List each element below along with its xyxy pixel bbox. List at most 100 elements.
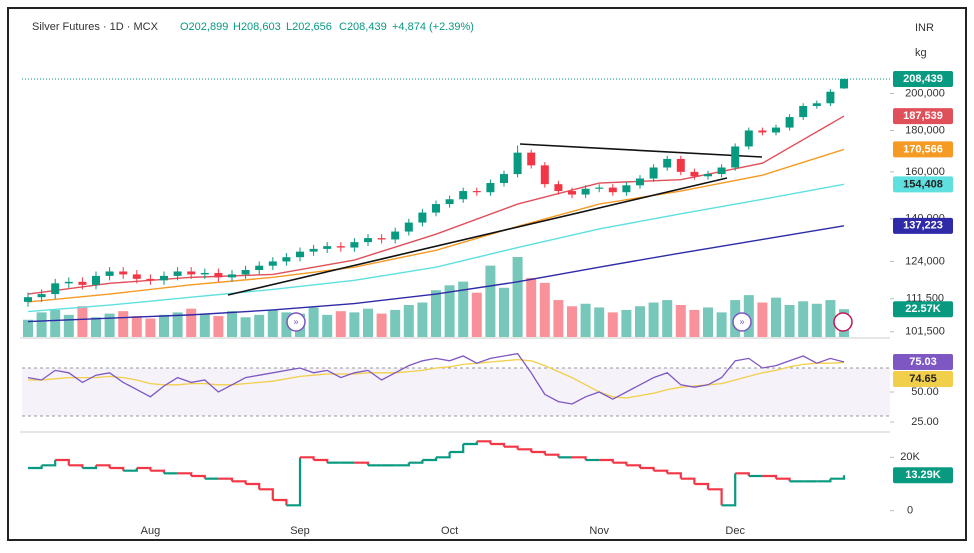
candle-body <box>500 174 508 184</box>
volume-bar <box>703 307 713 337</box>
candle-body <box>432 204 440 213</box>
candle-body <box>744 130 753 147</box>
volume-bar <box>662 300 673 337</box>
header-value: L202,656 <box>286 21 332 33</box>
candle-body <box>663 158 672 168</box>
oscillator-step <box>708 488 723 506</box>
svg-text:»: » <box>739 316 744 326</box>
volume-bar <box>390 309 401 337</box>
volume-bar <box>675 305 686 337</box>
volume-bar <box>145 318 156 337</box>
volume-bar <box>281 312 292 337</box>
candle-body <box>649 167 658 179</box>
volume-bar <box>621 309 632 337</box>
candle-body <box>404 222 413 232</box>
volume-bar <box>798 301 809 337</box>
volume-bar <box>431 290 441 337</box>
candle-body <box>622 185 631 193</box>
volume-bar <box>131 316 142 337</box>
moving-average <box>27 183 845 313</box>
candle-body <box>241 270 250 275</box>
candle-body <box>323 246 332 249</box>
event-icon[interactable]: » <box>732 312 752 332</box>
volume-bar <box>254 314 265 337</box>
overlays <box>22 78 894 417</box>
y-tick-label: 124,000 <box>905 255 945 267</box>
volume-bar <box>471 292 482 337</box>
candle-body <box>717 167 726 175</box>
candle-body <box>200 272 209 275</box>
oscillator-step <box>830 475 846 480</box>
oscillator-step <box>667 472 682 479</box>
y-tick-label: 180,000 <box>905 124 945 136</box>
volume-bar <box>267 309 278 337</box>
candle-body <box>772 127 780 133</box>
candle-body <box>377 238 386 240</box>
volume-bar <box>512 257 523 337</box>
rsi-tag: 75.03 <box>909 356 937 368</box>
candle-body <box>92 275 100 285</box>
candle-body <box>350 242 359 248</box>
oscillator-step <box>721 473 737 507</box>
rsi-tag-bg <box>893 353 953 370</box>
volume-bar <box>199 313 210 337</box>
volume-bar <box>594 307 605 337</box>
volume-bar <box>689 309 700 337</box>
candle-body <box>146 278 155 281</box>
rsi-ma-tag: 74.65 <box>909 373 937 385</box>
candle-body <box>540 165 549 185</box>
header-value: O202,899 <box>180 21 228 33</box>
event-icon[interactable]: » <box>286 312 306 332</box>
oscillator-step <box>286 457 302 507</box>
rsi-band <box>22 368 890 416</box>
volume-bar <box>50 309 61 337</box>
y-tick-label: 0 <box>907 505 913 517</box>
oscillator-step <box>272 498 288 506</box>
volume-bar <box>811 303 822 337</box>
candle-body <box>119 271 128 275</box>
y-tick-label: 200,000 <box>905 87 945 99</box>
candle-body <box>704 174 712 177</box>
candle-body <box>336 246 345 248</box>
event-icon[interactable] <box>833 312 853 332</box>
candle-body <box>268 261 277 266</box>
header-value: C208,439 <box>339 21 387 33</box>
candle-body <box>160 275 168 281</box>
candle-body <box>445 199 454 205</box>
volume-bar <box>444 285 455 337</box>
y-tick-label: 25.00 <box>911 416 939 428</box>
candle-body <box>24 297 32 302</box>
volume-bar <box>91 317 101 337</box>
ma-tag-bg <box>893 217 953 234</box>
candle-body <box>364 238 372 243</box>
y-tick-label: 20K <box>900 451 920 463</box>
header-value: +4,874 (+2.39%) <box>392 21 474 33</box>
oscillator-step <box>245 482 261 490</box>
ma-tag: 170,566 <box>903 143 943 155</box>
candle-body <box>785 117 794 128</box>
candle-body <box>527 152 536 166</box>
volume-bar <box>23 319 33 337</box>
oscillator-step <box>55 458 70 466</box>
volume-bar <box>118 311 129 337</box>
candle-body <box>731 146 740 168</box>
chart-title: Silver Futures · 1D · MCX <box>32 21 159 33</box>
y-tick-label: 101,500 <box>905 326 945 338</box>
candle-body <box>132 274 141 279</box>
x-tick-label: Sep <box>290 525 310 537</box>
candle-body <box>214 272 223 278</box>
candle-body <box>418 212 427 223</box>
last-price-tag: 208,439 <box>903 73 943 85</box>
volume-bar <box>635 306 645 337</box>
oscillator-tag-bg <box>893 467 953 484</box>
candle-body <box>173 271 182 276</box>
ma-tag: 137,223 <box>903 220 943 232</box>
x-tick-label: Dec <box>725 525 745 537</box>
volume-bar <box>104 313 115 337</box>
candle-body <box>840 78 848 89</box>
volume-bar <box>376 313 387 337</box>
ma-tag: 187,539 <box>903 110 943 122</box>
oscillator-step <box>259 488 274 500</box>
candle-body <box>459 191 468 200</box>
candle-body <box>64 281 73 284</box>
